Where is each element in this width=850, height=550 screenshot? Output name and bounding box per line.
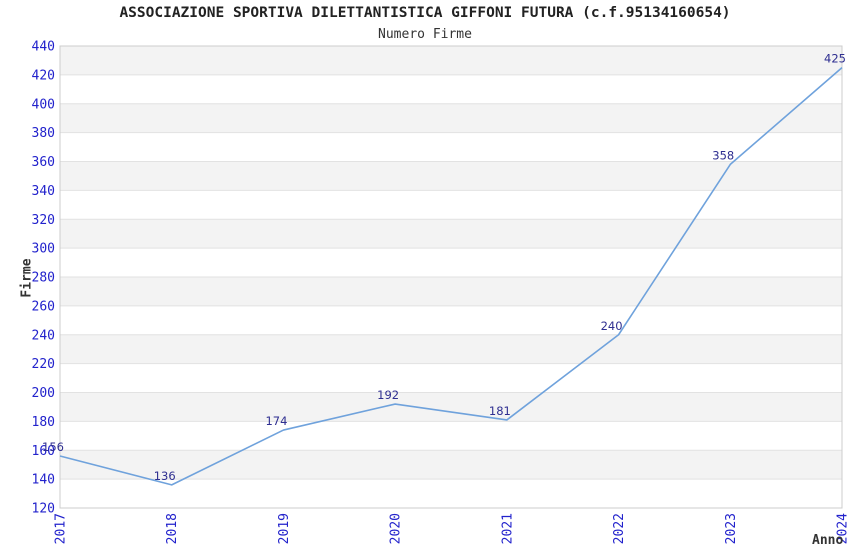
x-axis-label: Anno <box>812 533 844 548</box>
data-point-label: 358 <box>712 148 734 162</box>
y-tick-label: 140 <box>32 473 55 488</box>
data-point-label: 136 <box>154 469 176 483</box>
y-tick-label: 240 <box>32 328 55 343</box>
y-tick-label: 420 <box>32 68 55 83</box>
plot-band <box>60 450 842 480</box>
y-tick-label: 340 <box>32 184 55 199</box>
x-tick-label: 2018 <box>165 513 180 544</box>
data-point-label: 240 <box>601 319 623 333</box>
plot-band <box>60 46 842 75</box>
y-tick-label: 280 <box>32 271 55 286</box>
y-tick-label: 160 <box>32 444 55 459</box>
y-tick-label: 440 <box>32 40 55 55</box>
plot-band <box>60 392 842 422</box>
y-tick-label: 260 <box>32 299 55 314</box>
plot-band <box>60 103 842 133</box>
x-tick-label: 2021 <box>500 513 515 544</box>
y-tick-label: 380 <box>32 126 55 141</box>
plot-border <box>59 45 843 509</box>
plot-band <box>60 277 842 306</box>
plot-band <box>60 334 842 364</box>
y-tick-label: 180 <box>32 415 55 430</box>
y-axis-label: Firme <box>19 258 35 298</box>
y-tick-label: 300 <box>32 242 55 257</box>
chart-subtitle: Numero Firme <box>378 27 472 42</box>
x-tick-label: 2024 <box>836 513 850 544</box>
x-tick-label: 2023 <box>724 513 739 544</box>
y-tick-label: 120 <box>32 502 55 517</box>
plot-band <box>60 161 842 191</box>
data-point-label: 192 <box>377 388 399 402</box>
plot-band <box>60 219 842 249</box>
x-tick-label: 2020 <box>389 513 404 544</box>
data-point-label: 156 <box>42 440 64 454</box>
y-tick-label: 400 <box>32 97 55 112</box>
chart-title: ASSOCIAZIONE SPORTIVA DILETTANTISTICA GI… <box>119 5 731 21</box>
data-point-label: 181 <box>489 404 511 418</box>
y-tick-label: 360 <box>32 155 55 170</box>
y-tick-label: 220 <box>32 357 55 372</box>
data-point-label: 174 <box>265 414 287 428</box>
data-point-label: 425 <box>824 52 846 66</box>
data-line <box>59 67 843 486</box>
x-tick-label: 2017 <box>54 513 69 544</box>
x-tick-label: 2019 <box>277 513 292 544</box>
y-tick-label: 320 <box>32 213 55 228</box>
x-tick-label: 2022 <box>612 513 627 544</box>
y-tick-label: 200 <box>32 386 55 401</box>
